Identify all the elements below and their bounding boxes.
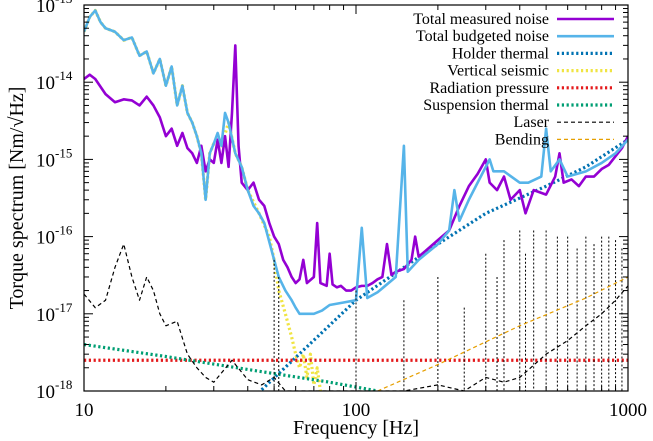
x-tick-label: 1000	[609, 400, 647, 421]
legend-entry-total-budgeted-noise: Total budgeted noise	[416, 28, 614, 45]
legend-entry-laser: Laser	[513, 114, 614, 131]
y-tick-label: 10-15	[36, 145, 72, 171]
vertical-seismic-line	[84, 8, 323, 391]
x-axis-label: Frequency [Hz]	[293, 417, 419, 439]
y-tick-label: 10-18	[36, 377, 72, 403]
bending-line	[377, 276, 628, 391]
suspension-thermal-line	[84, 342, 378, 391]
y-axis-label: Torque spectrum [Nm/√Hz]	[6, 87, 28, 310]
vertical-seismic-series	[84, 8, 323, 391]
x-tick-label: 10	[75, 400, 94, 421]
legend-entry-total-measured-noise: Total measured noise	[413, 11, 614, 28]
legend-label: Holder thermal	[452, 45, 550, 62]
bending-series	[377, 276, 628, 391]
total-budgeted-noise-line	[84, 9, 628, 316]
legend-label: Laser	[513, 114, 549, 131]
legend-entry-suspension-thermal: Suspension thermal	[423, 97, 614, 114]
legend-entry-bending: Bending	[495, 131, 614, 148]
legend-label: Total budgeted noise	[416, 28, 549, 45]
laser-series	[84, 230, 628, 391]
legend-entry-holder-thermal: Holder thermal	[452, 45, 614, 62]
y-tick-label: 10-17	[36, 300, 73, 326]
series-layer	[84, 8, 628, 391]
legend-entry-vertical-seismic: Vertical seismic	[447, 63, 614, 80]
y-tick-label: 10-16	[36, 223, 73, 249]
laser-line	[84, 243, 628, 391]
total-budgeted-noise-series	[84, 9, 628, 316]
legend-entry-radiation-pressure: Radiation pressure	[429, 80, 614, 97]
total-measured-noise-line	[84, 44, 628, 292]
suspension-thermal-series	[84, 342, 378, 391]
legend-label: Suspension thermal	[423, 97, 549, 114]
legend-label: Bending	[495, 131, 549, 148]
total-measured-noise-series	[84, 44, 628, 292]
legend-label: Vertical seismic	[447, 63, 549, 80]
ticks-layer: 10 100 1000 10-18 10-17 10-16 10-15 10-14 10-13	[36, 0, 647, 421]
x-tick-label: 100	[342, 400, 371, 421]
legend-label: Total measured noise	[413, 11, 549, 28]
y-tick-label: 10-13	[36, 0, 72, 17]
y-tick-label: 10-14	[36, 68, 73, 94]
legend-label: Radiation pressure	[429, 80, 549, 97]
